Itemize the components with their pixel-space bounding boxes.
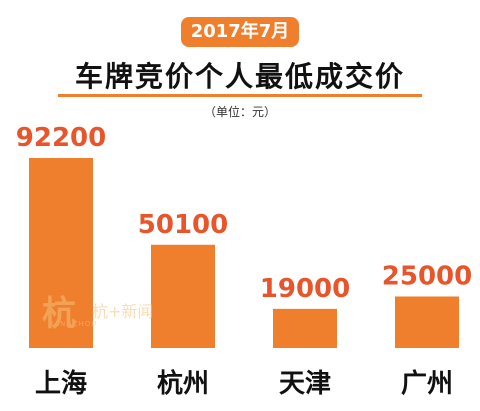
chart-title: 车牌竞价个人最低成交价: [74, 60, 405, 93]
bar-2: [273, 308, 337, 348]
watermark-sub: HANGZHOU: [48, 320, 98, 328]
value-label-2: 19000: [260, 274, 350, 304]
title-underline: [58, 94, 422, 97]
bar-0: [29, 158, 93, 348]
value-label-0: 92200: [16, 123, 106, 153]
bar-3: [395, 296, 459, 348]
bar-1: [151, 244, 215, 348]
watermark-text: 杭+新闻: [92, 302, 154, 321]
category-label-0: 上海: [35, 369, 87, 399]
category-label-2: 天津: [279, 369, 331, 399]
value-label-1: 50100: [138, 210, 228, 240]
category-label-3: 广州: [401, 369, 453, 399]
unit-label: （单位：元）: [203, 105, 276, 119]
watermark: 杭 HANGZHOU 杭+新闻: [42, 286, 202, 334]
category-label-1: 杭州: [157, 368, 209, 399]
watermark-logo: 杭: [42, 294, 76, 334]
date-badge: 2017年7月: [181, 17, 299, 47]
value-label-3: 25000: [382, 261, 472, 291]
